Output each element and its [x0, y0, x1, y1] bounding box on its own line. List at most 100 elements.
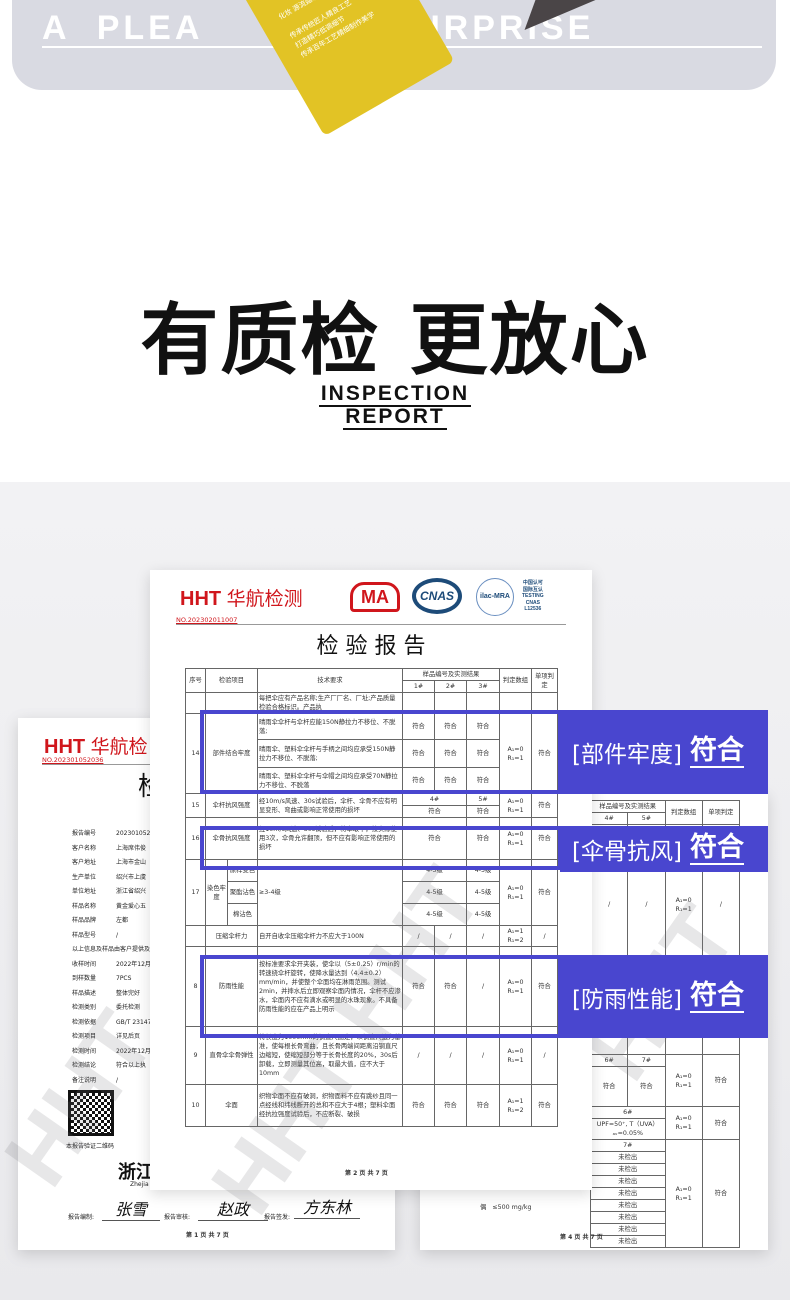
text: 符合	[434, 946, 467, 1027]
text: HHT	[180, 588, 222, 610]
text: 符合	[627, 1066, 666, 1107]
table-row: 15 伞杆抗风强度 经10m/s风速、30s试验后，伞杆、伞骨不应有明显变形、弯曲或…	[185, 793, 558, 818]
text: 未检出	[590, 1199, 666, 1212]
highlight-strength	[200, 710, 562, 794]
text: 5#	[627, 812, 666, 825]
field-label: 收样时间	[72, 960, 97, 968]
text: 晴雨伞伞杆与伞杆应能150N静拉力不移位、不脱落;	[257, 713, 403, 740]
text: 符合	[689, 735, 744, 768]
report-field: 收样时间 2022年12月	[72, 959, 162, 974]
text: 未检出	[590, 1235, 666, 1248]
text: 1#	[402, 680, 435, 693]
text: 单项判定	[531, 668, 558, 693]
text: 6#	[590, 1106, 666, 1119]
field-value: 浙江省绍兴	[116, 888, 147, 895]
text: 符合	[689, 979, 744, 1013]
field-value: 绍兴市上虞	[116, 873, 147, 881]
text: 符合	[466, 1084, 500, 1127]
report-field: 备注说明 /	[72, 1075, 162, 1090]
text: 压缩伞杆力	[205, 925, 258, 947]
page-number: 第 4 页 共 7 页	[560, 1234, 603, 1241]
field-value: /	[116, 931, 119, 939]
page-title: 有质检 更放心	[140, 296, 650, 386]
text: 符合	[402, 817, 467, 860]
text: 判定数组	[499, 668, 532, 693]
text: L12536	[524, 606, 542, 612]
ilac-mra-logo: ilac-MRA	[476, 578, 514, 616]
text: HHT	[44, 736, 86, 758]
text: 检验项目	[205, 668, 258, 693]
field-label: 到样数量	[72, 975, 97, 982]
text: 符合	[434, 767, 467, 794]
text: 符合	[466, 817, 500, 860]
field-label: 检测时间	[72, 1047, 97, 1055]
text: 符合	[531, 793, 558, 818]
callout-wind: [伞骨抗风] 符合	[560, 826, 768, 872]
text: 符合	[402, 1084, 435, 1127]
field-value: 黄金爱心五	[116, 902, 147, 910]
text: A₁=0 R₁=1	[664, 1139, 703, 1248]
dark-card-corner	[524, 0, 596, 30]
report-field: 客户名称 上海席伟俊	[72, 843, 162, 858]
text: A₁=0 R₁=1	[664, 1054, 703, 1107]
table-row: 14 部件结合牢度 晴雨伞伞杆与伞杆应能150N静拉力不移位、不脱落; 符合 符合 符合 A…	[185, 713, 558, 794]
field-value: 2023010520	[116, 830, 155, 837]
cnas-accreditation: 中国认可 国际互认 TESTING CNAS L12536	[522, 580, 544, 613]
field-label: 备注说明	[72, 1076, 97, 1084]
report-field: 客户地址 上海市金山	[72, 857, 162, 872]
text: 棉沾色	[227, 903, 258, 926]
text: 聚酯沾色	[227, 881, 258, 904]
field-value: 2022年12月	[116, 1047, 151, 1055]
field-value: 符合以上执	[116, 1062, 147, 1069]
report-field: 检测项目 详见后页	[72, 1031, 162, 1046]
text: 符合	[434, 1084, 467, 1127]
report-field: 检测依据 GB/T 23147-	[72, 1017, 162, 1032]
field-value: 7PCS	[116, 975, 132, 982]
text: 按标准要求伞开夹装，使伞以（5±0.25）r/min的转速绕伞杆旋转，使降水量达…	[257, 946, 403, 1027]
text: 伞杆抗风强度	[205, 793, 258, 818]
report-fields: 报告编号 2023010520 客户名称 上海席伟俊 客户地址 上海市金山 生产单位 绍兴市上…	[72, 828, 162, 1089]
text: 4#	[402, 793, 467, 806]
field-label: 报告编号	[72, 830, 97, 837]
text: TESTING	[522, 593, 544, 599]
report-field: 生产单位 绍兴市上虞	[72, 872, 162, 887]
text: 符合	[531, 1084, 558, 1127]
text: 符合	[466, 739, 500, 768]
text: Zhejia	[130, 1181, 149, 1188]
subtitle-report: REPORT	[0, 405, 790, 430]
text: 经10m/s风速、30s试验后，将伞取下，按实际使用3次，伞骨允许翻顶，但不应有…	[257, 817, 403, 860]
text: 样品编号及实测结果	[590, 800, 666, 813]
text: 中国认可	[522, 580, 543, 586]
signature: 赵政	[198, 1196, 268, 1221]
field-value: 委托检测	[116, 1004, 141, 1011]
text: 未检出	[590, 1163, 666, 1176]
text: 符合	[701, 1106, 741, 1140]
text: 符合	[466, 767, 500, 794]
text: 判定数组	[664, 800, 703, 825]
text: 2#	[434, 680, 467, 693]
field-value: /	[116, 1076, 119, 1084]
report-field: 样品品牌 左都	[72, 915, 162, 930]
brand-logo: HHT 华航检	[44, 732, 148, 759]
field-label: 样品品牌	[72, 917, 97, 924]
text: 符合	[531, 859, 558, 926]
report-title: 检 验 报 告	[316, 634, 426, 659]
text: 国际互认	[522, 586, 543, 593]
subtitle-inspection: INSPECTION	[0, 382, 790, 407]
text: 本报告验证二维码	[66, 1143, 115, 1150]
report-field: 样品描述 整体完好	[72, 988, 162, 1003]
field-value: 2022年12月	[116, 960, 151, 968]
field-value: 上海席伟俊	[116, 844, 147, 852]
text: 符合	[701, 1054, 741, 1107]
qr-code[interactable]	[68, 1090, 114, 1136]
text: A₁=0 R₁=1	[664, 1106, 703, 1140]
text: A₁=1 R₁=2	[499, 1084, 532, 1127]
field-label: 检测项目	[72, 1033, 97, 1040]
report-field: 样品型号 /	[72, 930, 162, 945]
text: 符合	[701, 1139, 741, 1248]
field-label: 检测类别	[72, 1004, 97, 1011]
report-field: 检测结论 符合以上执	[72, 1060, 162, 1075]
text: 符合	[466, 805, 500, 818]
text: 符合	[531, 817, 558, 860]
text: ≤500 mg/kg	[492, 1204, 532, 1211]
